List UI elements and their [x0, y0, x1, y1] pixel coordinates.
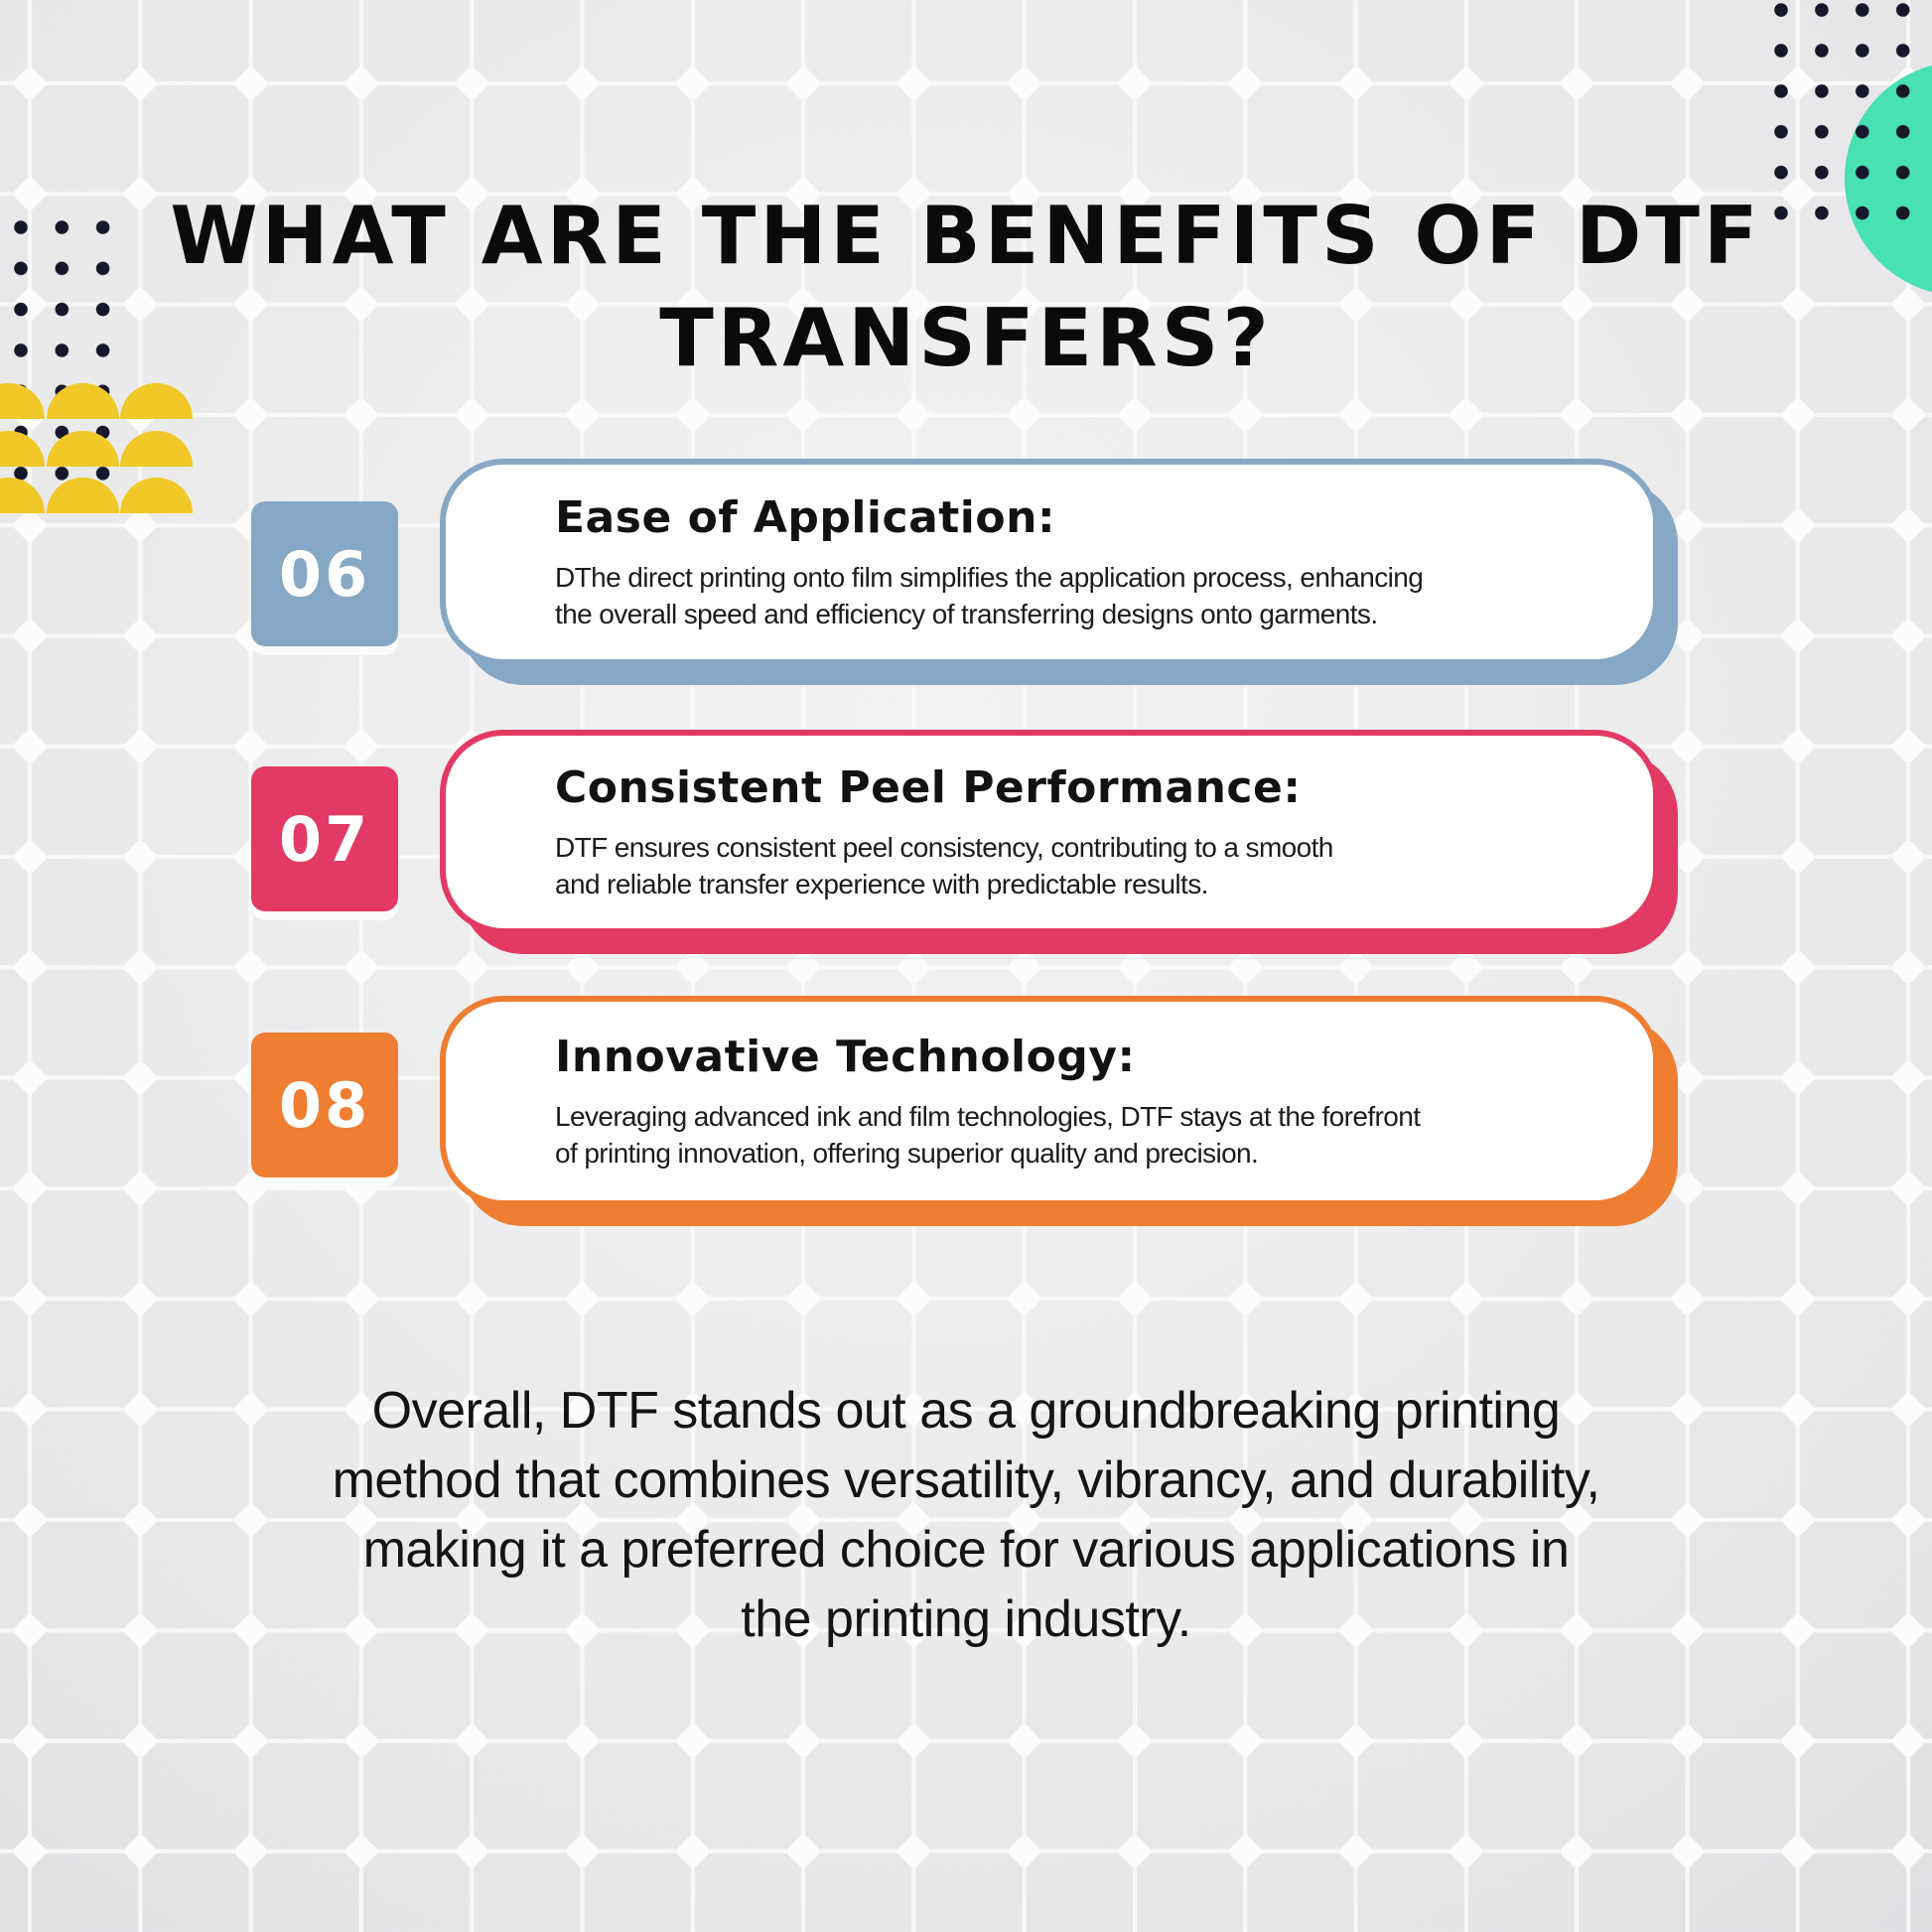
benefit-number-badge: 06: [251, 501, 398, 646]
benefit-description: DTF ensures consistent peel consistency,…: [555, 832, 1333, 899]
dot-grid-top-right: [1774, 3, 1918, 222]
benefit-card: Consistent Peel Performance: DTF ensures…: [440, 730, 1659, 934]
page-title: WHAT ARE THE BENEFITS OF DTF TRANSFERS?: [170, 190, 1762, 384]
benefit-card: Innovative Technology: Leveraging advanc…: [440, 996, 1659, 1206]
benefit-description: DThe direct printing onto film simplifie…: [555, 562, 1424, 629]
benefit-title: Consistent Peel Performance:: [555, 762, 1302, 813]
benefit-number-badge: 07: [251, 766, 398, 911]
benefit-number-badge: 08: [251, 1033, 398, 1177]
benefit-title: Innovative Technology:: [555, 1032, 1136, 1082]
benefit-card: Ease of Application: DThe direct printin…: [440, 459, 1659, 665]
summary-text: Overall, DTF stands out as a groundbreak…: [332, 1382, 1600, 1648]
benefit-description: Leveraging advanced ink and film technol…: [555, 1101, 1421, 1169]
benefit-title: Ease of Application:: [555, 492, 1056, 543]
